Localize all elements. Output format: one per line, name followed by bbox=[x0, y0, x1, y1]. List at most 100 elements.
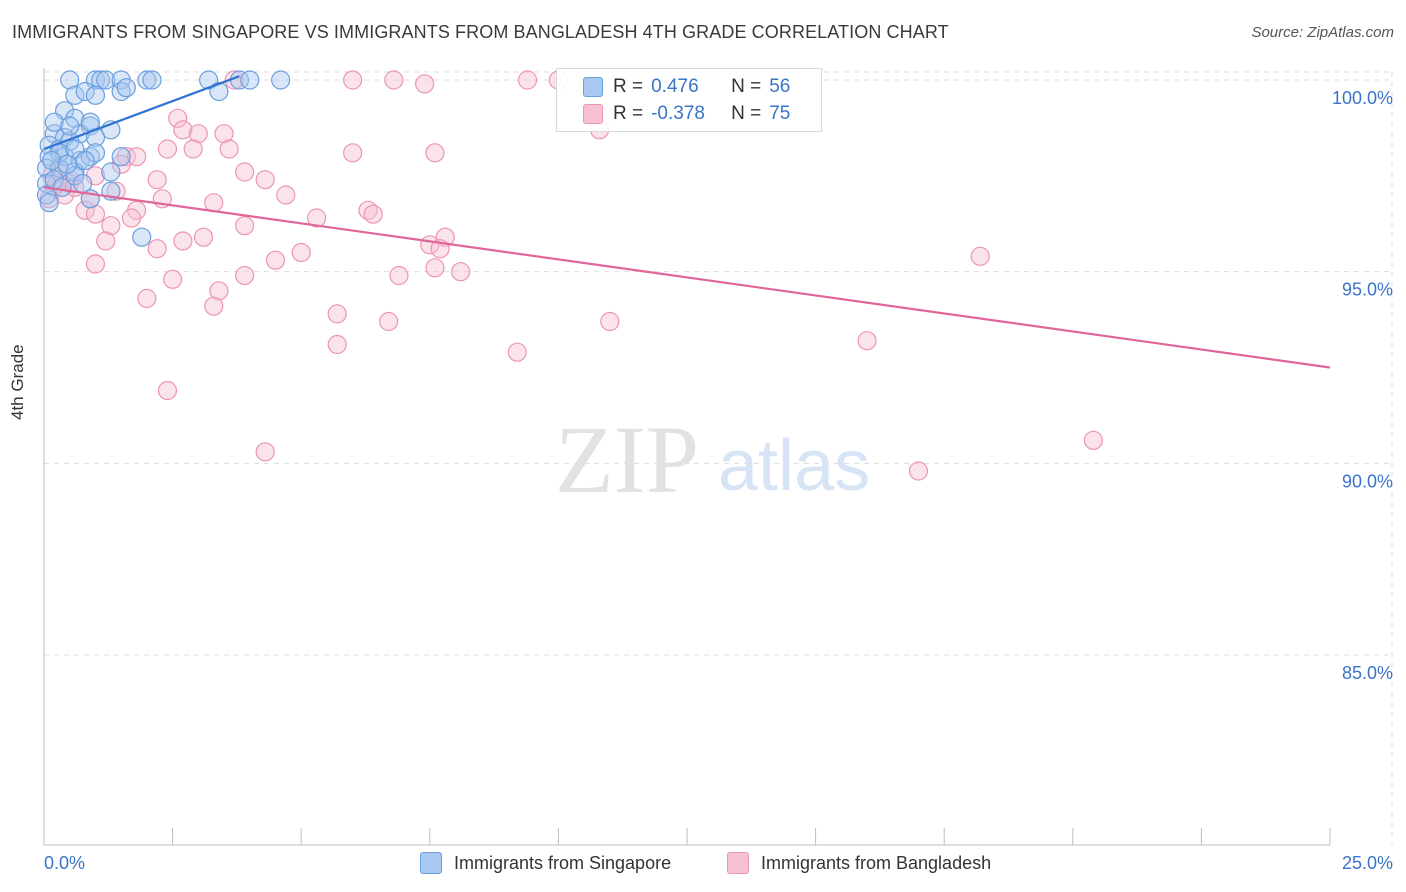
legend-row-bangladesh: R = -0.378 N = 75 bbox=[583, 102, 809, 126]
data-point-pink bbox=[343, 70, 363, 90]
legend-swatch-singapore bbox=[583, 77, 603, 97]
data-point-blue bbox=[54, 147, 75, 167]
series-bangladesh-points bbox=[39, 70, 1103, 481]
legend-swatch-bangladesh bbox=[727, 852, 749, 874]
data-point-pink bbox=[235, 162, 255, 182]
data-point-pink bbox=[193, 227, 214, 247]
data-point-pink bbox=[173, 120, 193, 140]
trend-line-blue bbox=[43, 75, 240, 151]
data-point-pink bbox=[507, 342, 527, 362]
data-point-blue bbox=[132, 227, 152, 247]
data-point-pink bbox=[163, 269, 183, 289]
y-tick-label: 100.0% bbox=[1332, 88, 1393, 108]
legend-r-label: R = bbox=[613, 76, 644, 97]
data-point-pink bbox=[451, 262, 471, 282]
data-point-blue bbox=[57, 154, 77, 174]
legend-label-singapore: Immigrants from Singapore bbox=[454, 852, 672, 873]
data-point-pink bbox=[126, 147, 147, 167]
data-point-blue bbox=[52, 177, 72, 197]
trend-line-pink bbox=[43, 186, 1331, 369]
data-point-pink bbox=[358, 200, 378, 220]
data-point-pink bbox=[121, 208, 142, 228]
data-point-blue bbox=[101, 162, 121, 182]
data-point-blue bbox=[85, 143, 106, 163]
data-point-pink bbox=[389, 265, 409, 286]
legend-n-label: N = bbox=[731, 76, 762, 97]
data-point-pink bbox=[265, 250, 286, 270]
data-point-blue bbox=[85, 85, 106, 105]
data-point-blue bbox=[75, 81, 95, 102]
legend-r-bangladesh: -0.378 bbox=[651, 103, 705, 124]
series-legend: Immigrants from Singapore Immigrants fro… bbox=[0, 852, 1406, 878]
source-label: Source: ZipAtlas.com bbox=[1251, 24, 1394, 41]
data-point-pink bbox=[600, 311, 620, 332]
data-point-pink bbox=[204, 296, 224, 316]
data-point-pink bbox=[219, 139, 239, 159]
data-point-pink bbox=[106, 181, 126, 201]
data-point-pink bbox=[147, 170, 167, 190]
data-point-blue bbox=[111, 147, 131, 167]
watermark-zip: ZIP bbox=[555, 406, 699, 513]
data-point-pink bbox=[970, 246, 990, 266]
data-point-pink bbox=[255, 170, 275, 190]
data-point-pink bbox=[157, 139, 178, 159]
data-point-blue bbox=[42, 150, 62, 171]
data-point-blue bbox=[65, 85, 85, 105]
data-point-pink bbox=[379, 311, 399, 332]
data-point-pink bbox=[235, 216, 255, 236]
data-point-pink bbox=[425, 143, 445, 163]
legend-r-singapore: 0.476 bbox=[651, 76, 699, 97]
legend-item-singapore[interactable]: Immigrants from Singapore bbox=[420, 852, 671, 874]
data-point-blue bbox=[60, 70, 80, 90]
y-tick-label: 90.0% bbox=[1342, 471, 1393, 491]
data-point-blue bbox=[271, 70, 291, 90]
data-point-blue bbox=[39, 193, 59, 213]
data-point-pink bbox=[75, 200, 95, 220]
data-point-pink bbox=[307, 208, 327, 228]
data-point-pink bbox=[85, 254, 106, 274]
data-point-pink bbox=[327, 304, 347, 324]
data-point-pink bbox=[85, 204, 106, 224]
legend-item-bangladesh[interactable]: Immigrants from Bangladesh bbox=[727, 852, 991, 874]
data-point-blue bbox=[142, 70, 162, 90]
data-point-pink bbox=[209, 281, 229, 301]
data-point-pink bbox=[157, 380, 178, 401]
legend-r-label: R = bbox=[613, 103, 644, 124]
x-tick-label-max: 25.0% bbox=[1342, 853, 1393, 873]
data-point-pink bbox=[1083, 430, 1103, 450]
data-point-pink bbox=[415, 74, 435, 94]
data-point-blue bbox=[90, 70, 111, 90]
data-point-blue bbox=[85, 127, 106, 148]
trend-lines bbox=[43, 75, 1331, 369]
data-point-blue bbox=[209, 81, 229, 102]
data-point-pink bbox=[173, 231, 193, 251]
data-point-pink bbox=[255, 442, 275, 462]
data-point-pink bbox=[111, 154, 131, 174]
x-tick-label-min: 0.0% bbox=[44, 853, 85, 873]
data-point-blue bbox=[72, 173, 93, 194]
y-tick-label: 95.0% bbox=[1342, 280, 1393, 300]
data-point-pink bbox=[291, 242, 311, 263]
data-point-pink bbox=[183, 139, 203, 159]
watermark: ZIP atlas bbox=[555, 406, 870, 513]
data-point-blue bbox=[36, 185, 57, 205]
data-point-blue bbox=[44, 124, 64, 144]
legend-label-bangladesh: Immigrants from Bangladesh bbox=[761, 852, 992, 873]
data-point-blue bbox=[75, 150, 95, 171]
data-point-pink bbox=[435, 227, 455, 247]
data-point-pink bbox=[214, 124, 234, 144]
data-point-blue bbox=[60, 116, 80, 136]
data-point-blue bbox=[80, 147, 100, 167]
legend-swatch-bangladesh bbox=[583, 104, 603, 124]
series-singapore-points bbox=[36, 70, 291, 247]
legend-swatch-singapore bbox=[420, 852, 442, 874]
data-point-blue bbox=[65, 166, 85, 186]
data-point-blue bbox=[44, 112, 64, 132]
data-point-pink bbox=[204, 193, 224, 213]
data-point-pink bbox=[147, 239, 167, 259]
data-point-blue bbox=[137, 70, 157, 90]
stats-legend: R = 0.476 N = 56 R = -0.378 N = 75 bbox=[556, 68, 822, 132]
data-point-pink bbox=[517, 70, 538, 90]
data-point-pink bbox=[363, 204, 383, 224]
